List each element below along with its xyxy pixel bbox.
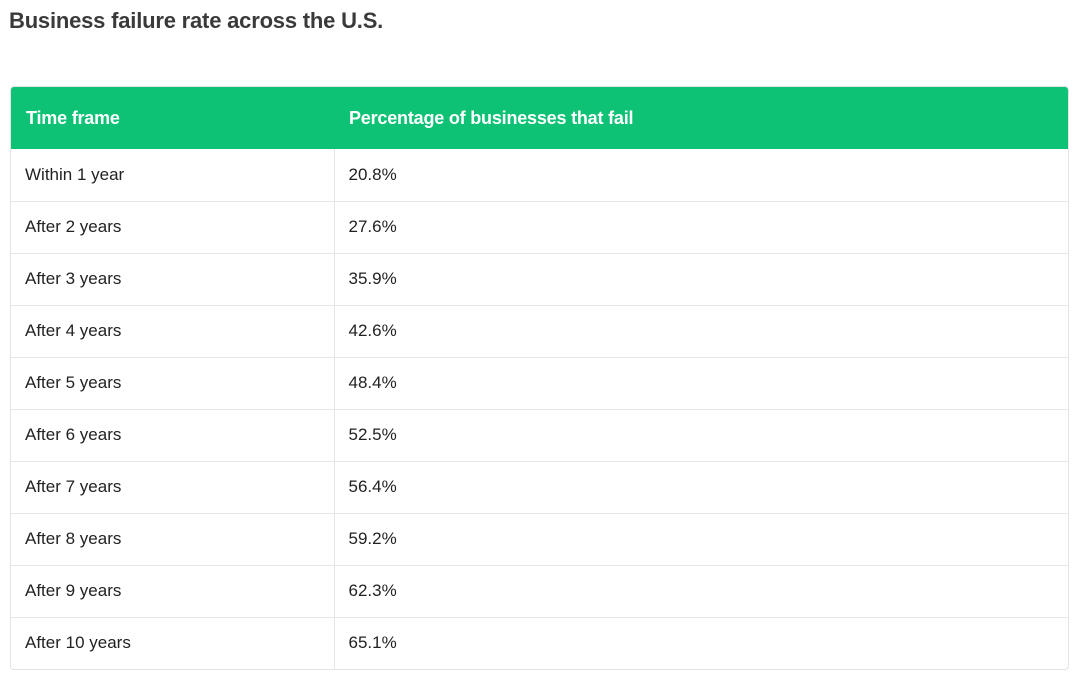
failure-rate-table: Time frame Percentage of businesses that… — [10, 86, 1069, 670]
data-table: Time frame Percentage of businesses that… — [11, 87, 1068, 669]
cell-percentage: 27.6% — [333, 200, 1068, 253]
table-row: After 9 years 62.3% — [11, 564, 1068, 617]
cell-percentage: 56.4% — [333, 460, 1068, 513]
cell-percentage: 62.3% — [333, 564, 1068, 617]
column-header-time-frame: Time frame — [11, 87, 334, 149]
table-row: After 10 years 65.1% — [11, 616, 1068, 669]
cell-percentage: 42.6% — [333, 304, 1068, 357]
table-row: After 3 years 35.9% — [11, 252, 1068, 305]
cell-time-frame: After 7 years — [11, 460, 334, 513]
table-row: After 6 years 52.5% — [11, 408, 1068, 461]
cell-time-frame: Within 1 year — [25, 164, 125, 184]
cell-time-frame: After 2 years — [11, 200, 334, 253]
cell-time-frame: After 3 years — [11, 252, 334, 305]
cell-time-frame: After 5 years — [11, 356, 334, 409]
cell-percentage: 59.2% — [333, 512, 1068, 565]
cell-percentage: 35.9% — [333, 252, 1068, 305]
cell-percentage: 48.4% — [333, 356, 1068, 409]
cell-time-frame: After 4 years — [11, 304, 334, 357]
table-row: After 5 years 48.4% — [11, 356, 1068, 409]
column-header-percentage: Percentage of businesses that fail — [334, 87, 1068, 149]
cell-time-frame: After 6 years — [11, 408, 334, 461]
cell-time-frame: After 10 years — [11, 616, 334, 669]
cell-time-frame: After 8 years — [11, 512, 334, 565]
table-header-row: Time frame Percentage of businesses that… — [11, 87, 1068, 149]
cell-percentage: 20.8% — [333, 149, 1068, 201]
table-row: After 8 years 59.2% — [11, 512, 1068, 565]
table-row: After 4 years 42.6% — [11, 304, 1068, 357]
table-row: Within 1 year 20.8% — [11, 149, 1068, 201]
table-row: After 2 years 27.6% — [11, 200, 1068, 253]
cell-percentage: 65.1% — [333, 616, 1068, 669]
page-title: Business failure rate across the U.S. — [9, 8, 384, 33]
table-row: After 7 years 56.4% — [11, 460, 1068, 513]
cell-percentage: 52.5% — [333, 408, 1068, 461]
cell-time-frame: After 9 years — [11, 564, 334, 617]
